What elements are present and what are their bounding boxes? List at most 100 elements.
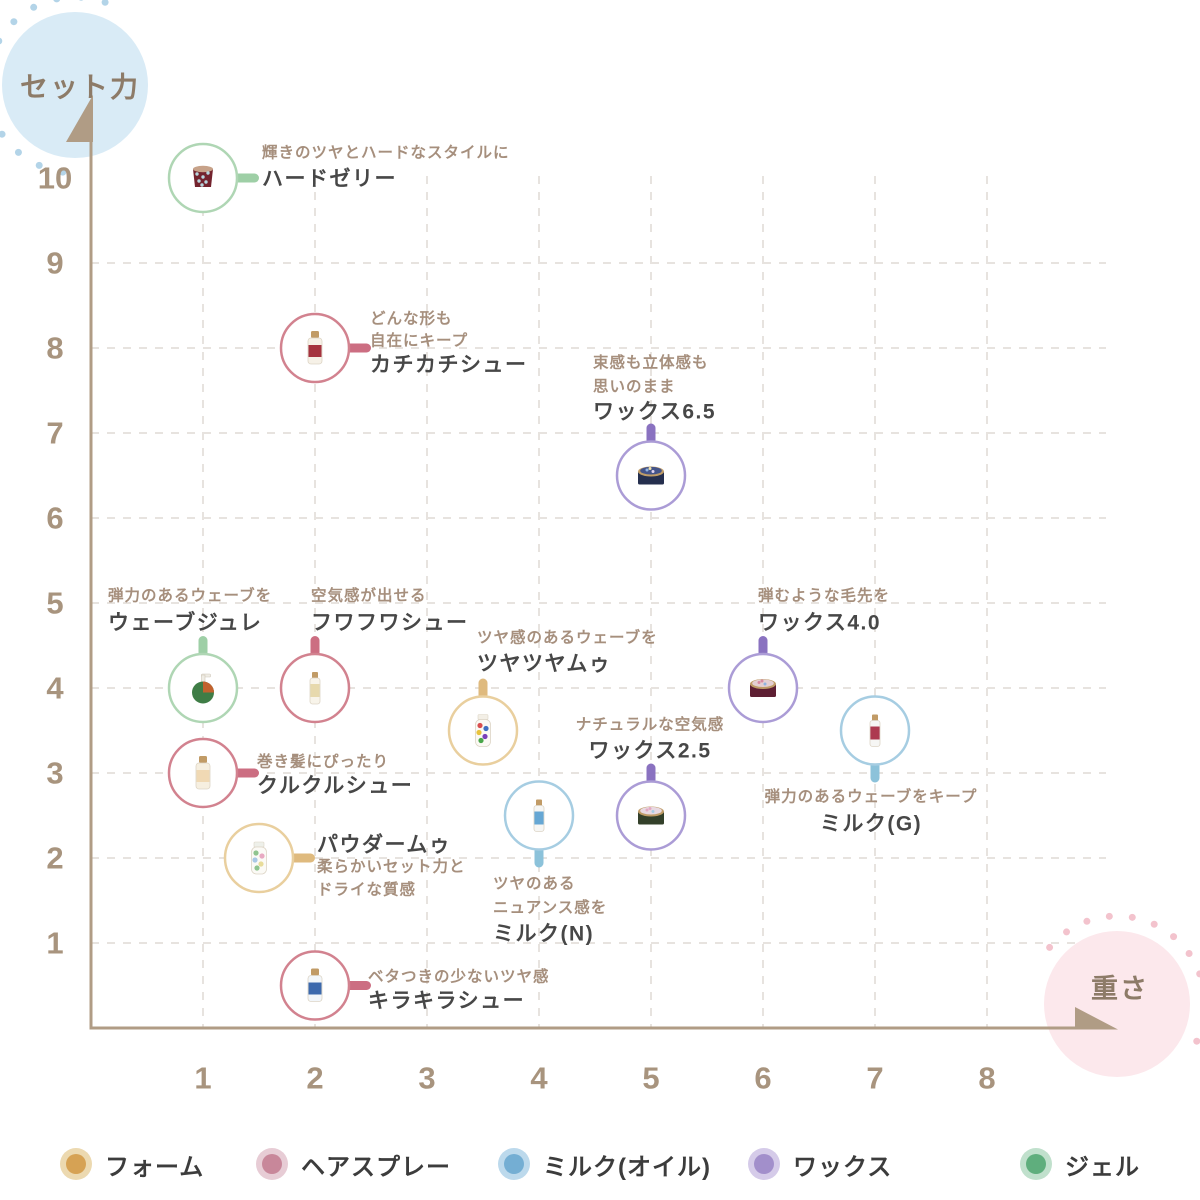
x-tick-5: 5 [642, 1061, 659, 1096]
kurukuru-shu-product-icon [195, 756, 211, 790]
legend-item-gel: ジェル [1020, 1146, 1140, 1182]
product-caption-kachikachi-shu: どんな形も [370, 309, 453, 328]
y-tick-6: 6 [46, 501, 63, 536]
product-name-wave-jule: ウェーブジュレ [108, 611, 262, 635]
product-name-milk-n: ミルク(N) [493, 923, 594, 946]
product-caption-wave-jule: 弾力のあるウェーブを [108, 586, 272, 605]
x-tick-6: 6 [754, 1061, 771, 1096]
connector-wax-2-5 [646, 763, 656, 785]
product-name-kurukuru-shu: クルクルシュー [257, 775, 413, 798]
decorative-dot [1128, 913, 1136, 921]
legend-label-milk: ミルク(オイル) [543, 1153, 711, 1181]
legend-marker-foam-icon [60, 1148, 92, 1180]
product-name-tsuyatsuya-mu: ツヤツヤムゥ [477, 653, 611, 676]
x-axis-bubble: 重さ [1044, 912, 1200, 1077]
product-caption-kurukuru-shu: 巻き髪にぴったり [256, 752, 389, 771]
legend-dot-foam [66, 1154, 86, 1174]
legend-marker-wax-icon [748, 1148, 780, 1180]
decorative-dot [59, 168, 67, 176]
decorative-dot [35, 161, 43, 169]
connector-tsuyatsuya-mu [478, 678, 488, 700]
x-axis-arrow [1075, 1007, 1118, 1030]
product-name-hard-jelly: ハードゼリー [262, 167, 397, 191]
y-axis-label: セット力 [20, 72, 140, 103]
legend-marker-spray-icon [256, 1148, 288, 1180]
wave-jule-product-icon [192, 673, 214, 704]
connector-hard-jelly [233, 173, 259, 183]
decorative-dot [1063, 928, 1071, 936]
grid-lines [91, 176, 1106, 1028]
decorative-dot [53, 0, 61, 3]
legend-dot-gel [1026, 1154, 1046, 1174]
powder-mu-product-icon [251, 841, 267, 875]
hard-jelly-product-icon [193, 165, 213, 187]
connector-wave-jule [198, 636, 208, 657]
connector-kachikachi-shu [345, 343, 371, 353]
y-tick-2: 2 [46, 841, 63, 876]
decorative-dot [1196, 970, 1200, 978]
connector-powder-mu [289, 853, 315, 863]
connector-milk-n [534, 846, 544, 868]
decorative-dot [1046, 943, 1054, 951]
x-tick-1: 1 [194, 1061, 211, 1096]
legend-item-foam: フォーム [60, 1146, 204, 1182]
kachikachi-shu-product-icon [307, 331, 323, 365]
decorative-dot [14, 148, 22, 156]
decorative-dot [79, 0, 84, 1]
product-caption-powder-mu: 柔らかいセット力と [317, 857, 466, 876]
fuwafuwa-shu-product-icon [309, 672, 321, 705]
decorative-dot [30, 3, 38, 11]
y-tick-5: 5 [46, 586, 63, 621]
legend-label-wax: ワックス [793, 1153, 893, 1181]
legend: フォーム ヘアスプレー ミルク(オイル) ワックス ジェル [0, 1146, 1200, 1186]
x-tick-8: 8 [978, 1061, 995, 1096]
product-caption-kachikachi-shu: 自在にキープ [370, 331, 468, 350]
legend-label-gel: ジェル [1065, 1153, 1140, 1181]
x-tick-3: 3 [418, 1061, 435, 1096]
product-name-wax-4-0: ワックス4.0 [758, 612, 881, 635]
product-caption-tsuyatsuya-mu: ツヤ感のあるウェーブを [477, 628, 658, 647]
decorative-dot [0, 130, 6, 138]
legend-dot-wax [754, 1154, 774, 1174]
decorative-dot [1150, 920, 1158, 928]
decorative-dot [1193, 1037, 1200, 1045]
wax-2-5-product-icon [638, 806, 664, 825]
x-axis-label: 重さ [1091, 974, 1149, 1004]
decorative-dot [10, 18, 18, 26]
wax-4-0-product-icon [750, 679, 776, 697]
x-axis-bubble-circle [1044, 931, 1190, 1077]
y-axis-bubble: セット力 [0, 0, 148, 176]
x-tick-4: 4 [530, 1061, 548, 1096]
y-tick-8: 8 [46, 331, 63, 366]
y-tick-7: 7 [46, 416, 63, 451]
connector-wax-4-0 [758, 636, 768, 657]
decorative-dot [1170, 933, 1178, 941]
connector-kurukuru-shu [233, 768, 259, 778]
legend-dot-milk [504, 1154, 524, 1174]
legend-label-spray: ヘアスプレー [301, 1153, 451, 1181]
x-tick-7: 7 [866, 1061, 883, 1096]
decorative-dot [1083, 917, 1091, 925]
y-axis-arrow [66, 95, 93, 142]
milk-n-product-icon [533, 799, 545, 832]
product-name-milk-g: ミルク(G) [820, 813, 922, 836]
product-name-fuwafuwa-shu: フワフワシュー [311, 612, 469, 635]
product-caption-hard-jelly: 輝きのツヤとハードなスタイルに [262, 144, 510, 162]
product-name-kirakira-shu: キラキラシュー [368, 990, 525, 1013]
product-caption-powder-mu: ドライな質感 [317, 880, 416, 899]
legend-marker-milk-icon [498, 1148, 530, 1180]
product-name-wax-2-5: ワックス2.5 [588, 740, 711, 763]
